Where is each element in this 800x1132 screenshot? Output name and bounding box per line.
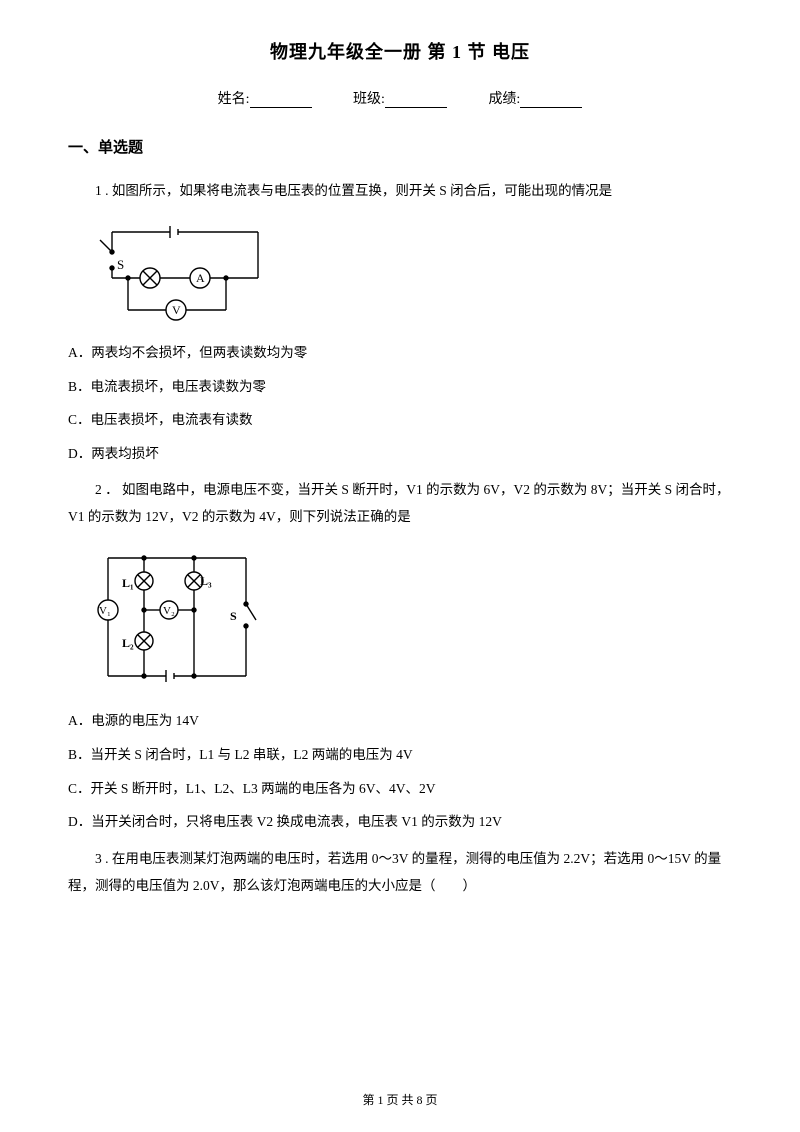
fig2-label-l3: L₃ <box>200 574 212 588</box>
q1-optC: C．电压表损坏，电流表有读数 <box>68 409 732 431</box>
q1-optA: A．两表均不会损坏，但两表读数均为零 <box>68 342 732 364</box>
fig1-label-a: A <box>196 271 205 285</box>
fig2-label-l2: L₂ <box>122 636 134 650</box>
score-blank <box>520 94 582 108</box>
q2-optC: C．开关 S 断开时，L1、L2、L3 两端的电压各为 6V、4V、2V <box>68 778 732 800</box>
q1-optD: D．两表均损坏 <box>68 443 732 465</box>
fig1-label-v: V <box>172 303 181 317</box>
name-label: 姓名: <box>218 92 250 107</box>
class-blank <box>385 94 447 108</box>
q1-optB: B．电流表损坏，电压表读数为零 <box>68 376 732 398</box>
score-label: 成绩: <box>488 92 520 107</box>
section-heading: 一、单选题 <box>68 136 732 157</box>
fig2-label-v1: V₁ <box>99 605 111 617</box>
header-fields: 姓名: 班级: 成绩: <box>68 88 732 108</box>
q2-optA: A．电源的电压为 14V <box>68 710 732 732</box>
q3-text: 3 . 在用电压表测某灯泡两端的电压时，若选用 0～3V 的量程，测得的电压值为… <box>68 845 732 899</box>
q2-optD: D．当开关闭合时，只将电压表 V2 换成电流表，电压表 V1 的示数为 12V <box>68 811 732 833</box>
fig2-label-v2: V₂ <box>163 605 175 617</box>
q1-figure: S A V <box>86 218 732 326</box>
name-blank <box>250 94 312 108</box>
q2-text: 2 ． 如图电路中，电源电压不变，当开关 S 断开时，V1 的示数为 6V，V2… <box>68 476 732 530</box>
q2-figure: V₁ V₂ L₁ L₂ L₃ S <box>86 544 732 694</box>
class-label: 班级: <box>353 92 385 107</box>
page-footer: 第 1 页 共 8 页 <box>0 1091 800 1108</box>
page-title: 物理九年级全一册 第 1 节 电压 <box>68 38 732 64</box>
q2-optB: B．当开关 S 闭合时，L1 与 L2 串联，L2 两端的电压为 4V <box>68 744 732 766</box>
fig2-label-s: S <box>230 609 237 623</box>
q1-text: 1 . 如图所示，如果将电流表与电压表的位置互换，则开关 S 闭合后，可能出现的… <box>68 177 732 204</box>
fig1-label-s: S <box>117 257 124 272</box>
fig2-label-l1: L₁ <box>122 576 134 590</box>
